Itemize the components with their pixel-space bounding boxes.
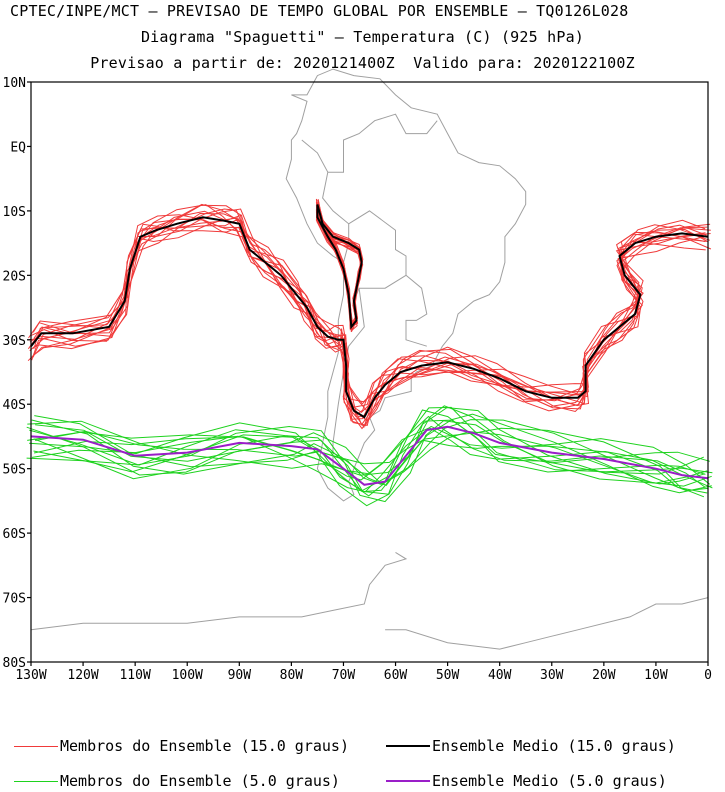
- x-tick-label: 110W: [119, 668, 150, 683]
- y-tick-label: 60S: [3, 527, 26, 542]
- x-tick-label: 80W: [280, 668, 304, 683]
- y-tick-label: 70S: [3, 592, 26, 607]
- member-5-line: [29, 419, 710, 507]
- x-tick-label: 70W: [332, 668, 356, 683]
- background-map: [30, 68, 709, 650]
- x-tick-label: 0: [704, 668, 712, 683]
- y-tick-label: EQ: [10, 140, 26, 155]
- mean-15-andes-line: [316, 204, 363, 330]
- member-5-line: [29, 420, 704, 503]
- mean-5-line: [30, 425, 709, 486]
- members-15-layer: [27, 198, 712, 430]
- border-0: [301, 139, 350, 263]
- member-15-line: [31, 204, 707, 413]
- member-5-line: [33, 405, 708, 493]
- x-tick-label: 10W: [644, 668, 668, 683]
- member-5-line: [26, 409, 706, 492]
- x-tick-label: 60W: [384, 668, 408, 683]
- y-tick-label: 80S: [3, 656, 26, 671]
- legend-swatch-members-5: [14, 780, 58, 782]
- y-tick-label: 20S: [3, 269, 26, 284]
- x-tick-label: 40W: [488, 668, 512, 683]
- coastline-0: [285, 68, 527, 502]
- legend-label-mean-15: Ensemble Medio (15.0 graus): [432, 737, 676, 755]
- chart-title-line2: Diagrama "Spaguetti" — Temperatura (C) (…: [140, 28, 585, 46]
- member-15-line: [32, 218, 706, 430]
- member-5-line: [35, 424, 712, 487]
- member-15-line: [32, 203, 707, 410]
- chart-title-line3: Previsao a partir de: 2020121400Z Valido…: [90, 54, 635, 72]
- member-15-line: [28, 210, 710, 422]
- plot-frame: [30, 81, 709, 663]
- legend-item-members-5: Membros do Ensemble (5.0 graus): [14, 772, 340, 790]
- x-tick-label: 130W: [15, 668, 46, 683]
- x-tick-label: 30W: [540, 668, 564, 683]
- border-2: [405, 274, 428, 347]
- axes: 130W 120W 110W 100W 90W 80W 70W 60W 50W 40W 30W 20W…: [3, 76, 712, 683]
- mean-15-line: [30, 216, 709, 419]
- y-tick-label: 10S: [3, 205, 26, 220]
- legend-label-mean-5: Ensemble Medio (5.0 graus): [432, 772, 667, 790]
- coastline-2: [385, 597, 709, 650]
- x-tick-label: 50W: [436, 668, 460, 683]
- legend-label-members-5: Membros do Ensemble (5.0 graus): [60, 772, 340, 790]
- members-5-layer: [26, 405, 713, 507]
- y-tick-label: 30S: [3, 334, 26, 349]
- legend-label-members-15: Membros do Ensemble (15.0 graus): [60, 737, 349, 755]
- legend-swatch-mean-5: [386, 780, 430, 782]
- x-tick-label: 90W: [228, 668, 252, 683]
- member-15-line: [32, 208, 708, 416]
- legend-item-mean-5: Ensemble Medio (5.0 graus): [386, 772, 667, 790]
- member-15-line: [31, 218, 709, 429]
- member-15-line: [33, 214, 706, 426]
- member-15-line: [32, 214, 706, 420]
- y-tick-label: 10N: [3, 76, 26, 91]
- border-3: [327, 113, 438, 173]
- legend-item-members-15: Membros do Ensemble (15.0 graus): [14, 737, 349, 755]
- coastline-1: [30, 551, 408, 631]
- legend-swatch-mean-15: [386, 745, 430, 747]
- member-5-line: [31, 413, 712, 494]
- ensemble-mean-layer: [30, 204, 709, 486]
- border-4: [332, 288, 365, 482]
- y-tick-label: 50S: [3, 463, 26, 478]
- border-1: [348, 210, 407, 302]
- legend-item-mean-15: Ensemble Medio (15.0 graus): [386, 737, 676, 755]
- member-15-line: [27, 204, 712, 412]
- y-tick-label: 40S: [3, 398, 26, 413]
- chart-title-line1: CPTEC/INPE/MCT — PREVISAO DE TEMPO GLOBA…: [10, 2, 629, 20]
- member-15-line: [29, 223, 709, 427]
- x-tick-label: 120W: [67, 668, 98, 683]
- x-tick-label: 100W: [172, 668, 203, 683]
- x-tick-label: 20W: [592, 668, 616, 683]
- member-15-line: [27, 208, 711, 408]
- member-5-line: [33, 427, 713, 489]
- member-5-line: [26, 407, 706, 495]
- legend-swatch-members-15: [14, 745, 58, 747]
